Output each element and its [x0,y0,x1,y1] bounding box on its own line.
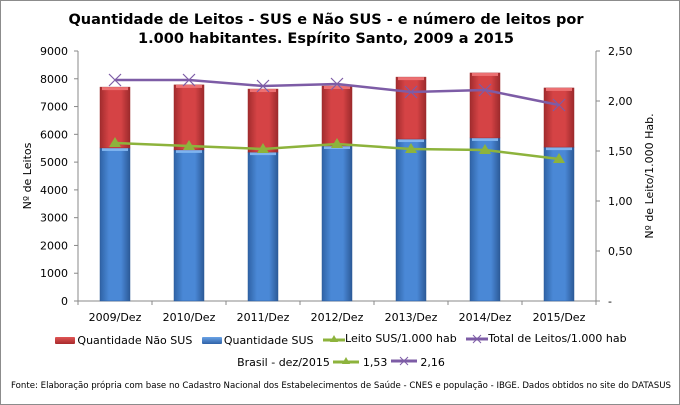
brasil-sus-value: 1,53 [362,356,388,369]
bar-nao-sus-bevel [546,87,572,91]
bar-nao-sus-bevel [324,86,350,89]
triangle-marker-icon [333,357,360,364]
bar-nao-sus-bevel [176,84,202,88]
bar-nao-sus [469,72,501,139]
bar-nao-sus [395,76,427,140]
point-leito-sus [331,138,343,148]
x-tick-label: 2010/Dez [163,311,216,324]
legend-item-total: Total de Leitos/1.000 hab [466,332,627,345]
brasil-reference: Brasil - dez/2015 1,53 2,16 [1,356,679,369]
bar-sus [469,137,501,302]
legend-swatch [55,336,76,344]
bar-sus-bevel [102,147,128,151]
point-total-leitos [478,83,492,97]
y2-axis-label: Nº de Leito/1.000 Hab. [643,113,656,238]
legend: Quantidade Não SUS Quantidade SUS Leito … [1,332,679,347]
y2-tick-label: 1,50 [608,145,633,158]
bar-nao-sus [247,88,279,153]
x-marker-icon [466,334,489,343]
y-tick-label: 9000 [40,45,68,58]
x-tick-label: 2014/Dez [459,311,512,324]
x-tick-label: 2013/Dez [385,311,438,324]
x-tick-label: 2012/Dez [311,311,364,324]
bar-sus-bevel [176,149,202,153]
bar-nao-sus-bevel [398,77,424,81]
bar-sus [247,151,279,302]
y2-tick-label: 1,00 [608,195,633,208]
legend-item-sus: Quantidade SUS [201,333,314,347]
y2-tick-label: 2,00 [608,95,633,108]
x-tick-label: 2009/Dez [89,311,142,324]
point-leito-sus [109,137,121,147]
brasil-total-value: 2,16 [420,356,445,369]
source-note: Fonte: Elaboração própria com base no Ca… [11,381,671,391]
y2-tick-label: 2,50 [608,45,633,58]
y-tick-label: 8000 [40,73,68,86]
chart-plot: 0 1000 2000 3000 4000 5000 6000 7000 8000 9000 - 0,… [21,45,656,324]
point-leito-sus [553,153,565,163]
y-tick-label: 3000 [40,212,68,225]
bar-sus [173,149,205,302]
y-tick-label: 5000 [40,156,68,169]
y-tick-label: 0 [61,295,68,308]
x-marker-icon [390,356,417,366]
bar-sus-bevel [546,147,572,151]
x-tick-label: 2011/Dez [237,311,290,324]
bar-nao-sus-bevel [102,87,128,91]
bar-nao-sus-bevel [472,72,498,76]
bar-sus [99,147,131,302]
triangle-marker-icon [323,334,346,342]
point-leito-sus [405,143,417,153]
point-leito-sus [257,143,269,153]
bar-sus-bevel [398,139,424,143]
legend-item-leito-sus: Leito SUS/1.000 hab [323,332,457,345]
point-total-leitos [256,79,270,93]
bar-nao-sus [543,87,575,148]
bar-sus [321,145,353,302]
x-tick-label: 2015/Dez [533,311,586,324]
bar-sus [395,138,427,302]
point-total-leitos [108,73,122,87]
point-leito-sus [183,140,195,150]
bar-nao-sus-bevel [250,89,276,93]
bar-sus [543,146,575,302]
point-leito-sus [479,144,491,154]
point-total-leitos [182,73,196,87]
legend-item-nao-sus: Quantidade Não SUS [55,334,192,347]
y-tick-label: 2000 [40,239,68,252]
chart-title: Quantidade de Leitos - SUS e Não SUS - e… [68,12,584,47]
legend-swatch [201,336,222,344]
y-axis-label: Nº de Leitos [21,142,34,209]
bar-nao-sus [321,85,353,147]
legend-label: Quantidade Não SUS [77,333,193,347]
y-tick-label: 4000 [40,184,68,197]
y-tick-label: 1000 [40,267,68,280]
brasil-label: Brasil - dez/2015 [237,356,330,369]
y2-tick-label: - [608,295,612,308]
y2-tick-label: 0,50 [608,245,633,258]
y-tick-label: 7000 [40,101,68,114]
bar-sus-bevel [250,152,276,156]
bar-sus-bevel [472,137,498,141]
y-tick-label: 6000 [40,128,68,141]
legend-label: Leito SUS/1.000 hab [345,332,457,345]
point-total-leitos [552,98,566,112]
point-total-leitos [330,77,344,91]
legend-label: Quantidade SUS [223,333,314,347]
point-total-leitos [404,85,418,99]
legend-label: Total de Leitos/1.000 hab [488,332,627,345]
